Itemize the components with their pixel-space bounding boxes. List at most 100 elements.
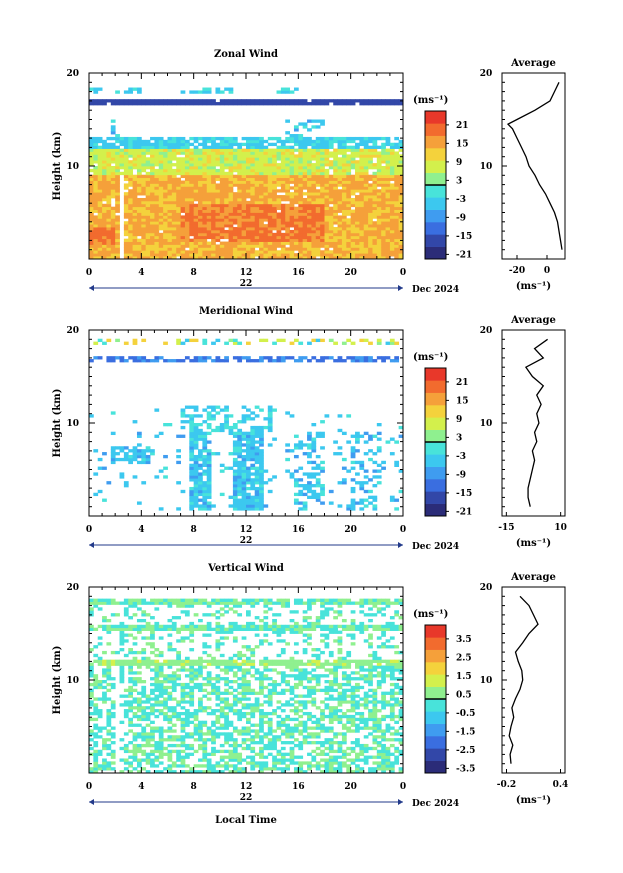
heatmap-cell — [154, 677, 160, 681]
heatmap-cell — [102, 691, 107, 695]
heatmap-cell — [202, 507, 208, 511]
heatmap-cell — [337, 414, 343, 418]
heatmap-cell — [263, 229, 269, 234]
heatmap-cell — [298, 195, 304, 199]
heatmap-cell — [241, 229, 247, 234]
heatmap-cell — [97, 598, 103, 602]
heatmap-cell — [219, 221, 225, 225]
heatmap-cell — [259, 356, 264, 360]
heatmap-cell — [259, 428, 264, 433]
heatmap-cell — [141, 694, 147, 698]
heatmap-cell — [150, 636, 155, 640]
heatmap-cell — [302, 99, 308, 103]
heatmap-cell — [363, 200, 369, 205]
heatmap-cell — [150, 218, 155, 222]
heatmap-cell — [389, 192, 395, 196]
heatmap-cell — [355, 177, 360, 181]
heatmap-cell — [228, 221, 234, 225]
heatmap-cell — [228, 197, 234, 202]
heatmap-cell — [219, 160, 225, 164]
heatmap-cell — [376, 481, 382, 485]
heatmap-cell — [263, 139, 269, 144]
heatmap-cell — [341, 241, 347, 245]
heatmap-cell — [320, 136, 325, 141]
heatmap-cell — [102, 256, 107, 260]
heatmap-cell — [241, 192, 247, 196]
heatmap-cell — [110, 148, 116, 152]
heatmap-cell — [198, 177, 203, 181]
heatmap-cell — [263, 154, 269, 158]
heatmap-cell — [246, 507, 251, 511]
heatmap-cell — [237, 472, 243, 476]
heatmap-cell — [285, 87, 291, 91]
heatmap-cell — [232, 244, 238, 248]
heatmap-cell — [206, 200, 212, 205]
heatmap-cell — [97, 154, 103, 158]
heatmap-cell — [106, 136, 112, 141]
heatmap-cell — [119, 99, 125, 103]
heatmap-cell — [141, 209, 147, 213]
heatmap-cell — [119, 703, 125, 707]
heatmap-cell — [150, 764, 155, 768]
heatmap-cell — [136, 90, 142, 94]
heatmap-cell — [198, 764, 203, 768]
heatmap-cell — [267, 229, 273, 234]
heatmap-cell — [337, 166, 343, 170]
heatmap-cell — [189, 244, 195, 248]
heatmap-cell — [93, 472, 99, 476]
heatmap-cell — [202, 501, 208, 505]
heatmap-cell — [398, 142, 404, 147]
heatmap-cell — [259, 443, 264, 447]
heatmap-cell — [193, 498, 199, 502]
heatmap-cell — [93, 235, 99, 240]
heatmap-cell — [259, 256, 264, 260]
heatmap-cell — [132, 227, 138, 231]
heatmap-cell — [189, 136, 195, 141]
heatmap-cell — [359, 247, 365, 251]
heatmap-cell — [154, 241, 160, 245]
heatmap-cell — [180, 341, 186, 345]
heatmap-cell — [398, 171, 404, 176]
heatmap-cell — [136, 206, 142, 210]
heatmap-cell — [333, 215, 338, 219]
heatmap-cell — [106, 764, 112, 768]
heatmap-cell — [110, 250, 116, 254]
heatmap-cell — [254, 163, 260, 167]
heatmap-cell — [193, 235, 199, 240]
heatmap-cell — [293, 232, 299, 237]
heatmap-cell — [350, 177, 356, 181]
heatmap-cell — [355, 206, 360, 210]
heatmap-cell — [145, 714, 151, 719]
heatmap-cell — [276, 338, 282, 343]
heatmap-cell — [128, 171, 134, 176]
heatmap-cell — [136, 717, 142, 722]
heatmap-cell — [171, 142, 177, 147]
heatmap-cell — [232, 472, 238, 476]
heatmap-cell — [163, 250, 168, 254]
heatmap-cell — [302, 171, 308, 176]
heatmap-cell — [198, 163, 203, 167]
heatmap-cell — [110, 767, 116, 771]
heatmap-cell — [385, 227, 391, 231]
heatmap-cell — [123, 166, 129, 170]
heatmap-cell — [241, 489, 247, 494]
heatmap-cell — [232, 180, 238, 184]
heatmap-cell — [315, 241, 321, 245]
heatmap-cell — [141, 685, 147, 690]
heatmap-cell — [202, 709, 208, 713]
heatmap-cell — [359, 507, 365, 511]
heatmap-cell — [293, 134, 299, 138]
heatmap-cell — [202, 677, 208, 681]
heatmap-cell — [141, 99, 147, 103]
heatmap-cell — [128, 139, 134, 144]
heatmap-cell — [276, 168, 282, 173]
heatmap-cell — [158, 250, 164, 254]
heatmap-cell — [128, 142, 134, 147]
heatmap-cell — [341, 457, 347, 462]
heatmap-cell — [376, 166, 382, 170]
heatmap-cell — [136, 460, 142, 465]
heatmap-cell — [298, 160, 304, 164]
heatmap-cell — [228, 171, 234, 176]
heatmap-cell — [176, 227, 181, 231]
heatmap-cell — [132, 659, 138, 663]
